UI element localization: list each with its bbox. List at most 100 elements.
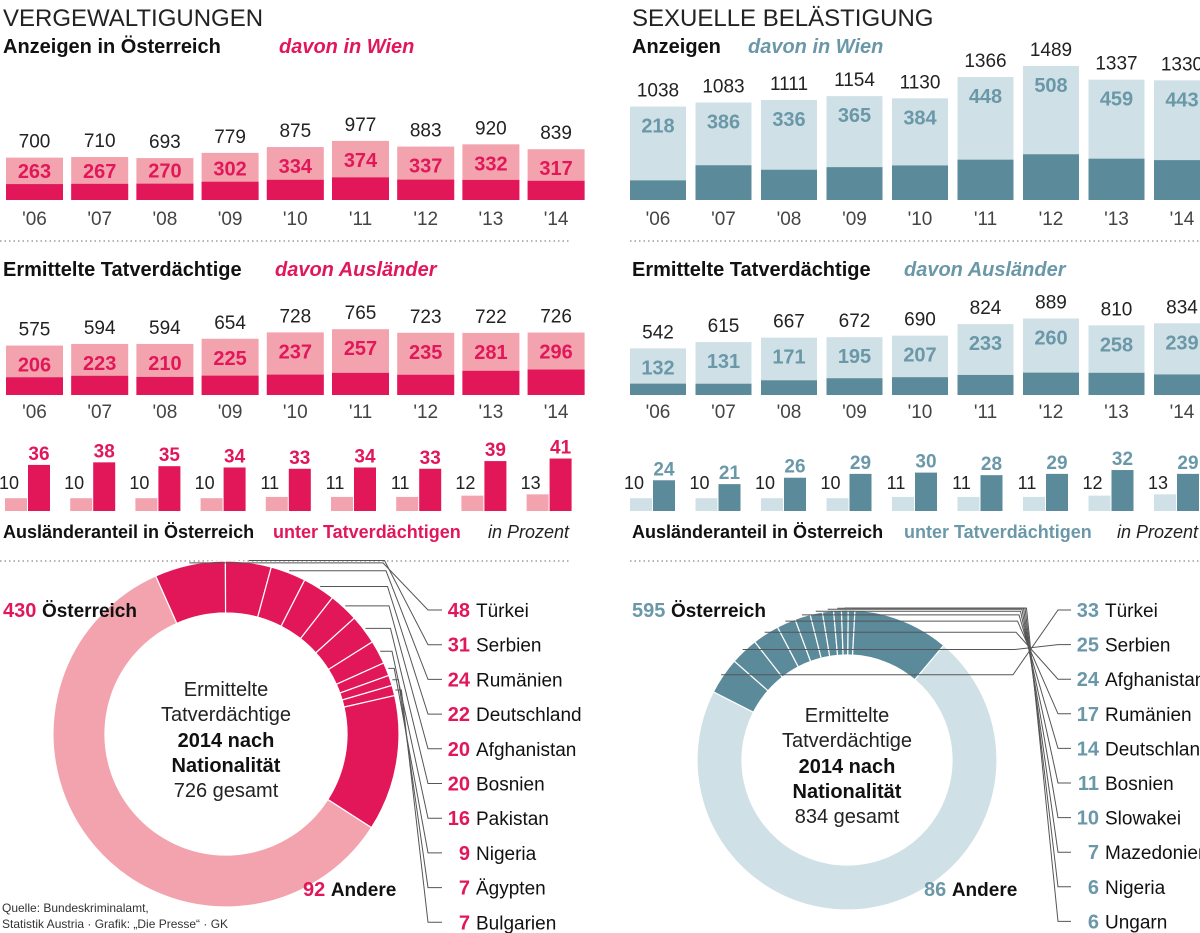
bar-share-austria [1023, 496, 1045, 511]
donut-center-line: 2014 nach [178, 730, 275, 752]
slice-value: 20 [448, 739, 470, 761]
donut-center-line: 2014 nach [799, 756, 896, 778]
slice-name: Pakistan [476, 809, 549, 830]
slice-name: Slowakei [1105, 809, 1181, 830]
year-label: '08 [777, 402, 802, 423]
bar-share-suspects [1046, 473, 1068, 511]
bar-share-austria [135, 498, 158, 511]
bar-total-label: 834 [1166, 297, 1198, 318]
slice-name: Serbien [1105, 636, 1171, 657]
slice-name: Deutschland [476, 705, 582, 726]
legend-left: Ausländeranteil in Österreich [3, 522, 254, 542]
slice-name: Serbien [476, 636, 542, 657]
panel-sexuelle-belaestigung: SEXUELLE BELÄSTIGUNG Anzeigen davon in Wie… [624, 5, 1200, 933]
bar-share-suspects [549, 458, 572, 511]
bar-sub-label: 270 [148, 161, 181, 183]
bar-sub-label: 239 [1165, 332, 1198, 354]
bar-sub-label: 237 [279, 341, 312, 363]
share-austria-label: 10 [820, 473, 840, 493]
leader-line [815, 610, 1071, 784]
slice-value: 10 [1077, 808, 1099, 830]
bar-sub [695, 165, 752, 200]
bar-share-suspects [223, 467, 246, 511]
section-subtitle: davon in Wien [748, 36, 883, 58]
year-label: '10 [283, 402, 308, 423]
bar-total-label: 1038 [637, 81, 679, 102]
leader-line [320, 585, 442, 715]
share-suspects-label: 32 [1112, 449, 1133, 470]
bar-total-label: 920 [475, 118, 507, 139]
donut-other-label: 92 Andere [303, 879, 396, 901]
leader-line [345, 605, 442, 750]
bar-sub-label: 218 [641, 116, 674, 138]
donut-center-line: Nationalität [172, 755, 281, 777]
bar-sub-label: 207 [903, 345, 936, 367]
year-label: '08 [153, 209, 178, 230]
bar-sub [826, 378, 883, 395]
bar-sub-label: 235 [409, 342, 442, 364]
share-suspects-label: 33 [420, 448, 441, 469]
year-label: '07 [87, 402, 112, 423]
year-label: '13 [479, 209, 504, 230]
bar-sub [1088, 158, 1145, 200]
leader-line [388, 667, 442, 854]
bar-section-tatverdaechtige: Ermittelte Tatverdächtige davon Ausländer… [3, 259, 585, 423]
bar-section-anzeigen: Anzeigen in Österreich davon in Wien 700 26… [0, 35, 585, 242]
donut-center-line: 834 gesamt [795, 806, 900, 828]
bar-sub-label: 206 [18, 354, 51, 376]
donut-slice-main [52, 575, 373, 908]
bar-share-suspects [718, 484, 741, 511]
year-label: '07 [711, 209, 736, 230]
slice-value: 6 [1088, 911, 1099, 933]
year-label: '14 [1170, 402, 1195, 423]
bar-total-label: 693 [149, 132, 181, 153]
share-suspects-label: 35 [159, 445, 181, 466]
bar-share-austria [695, 498, 718, 511]
slice-value: 25 [1077, 635, 1099, 657]
bar-total-label: 594 [149, 318, 181, 339]
donut-slice-main [696, 644, 998, 911]
slice-value: 11 [1078, 773, 1099, 795]
donut-other-name: Andere [952, 880, 1017, 901]
share-austria-label: 10 [689, 473, 709, 493]
year-label: '07 [87, 209, 112, 230]
panel-title: SEXUELLE BELÄSTIGUNG [632, 5, 933, 32]
bar-total-label: 1154 [834, 70, 875, 91]
donut-main-name: Österreich [42, 601, 137, 622]
bar-sub [6, 377, 63, 395]
bar-total-label: 700 [19, 132, 51, 153]
panel-title: VERGEWALTIGUNGEN [3, 5, 263, 32]
section-title: Anzeigen in Österreich [3, 35, 221, 58]
bar-sub [826, 167, 883, 200]
leader-line [785, 620, 1071, 715]
slice-value: 24 [448, 669, 471, 691]
bar-share-suspects [980, 475, 1003, 511]
slice-name: Ungarn [1105, 912, 1167, 933]
bar-sub [761, 169, 817, 200]
donut-other-label: 86 Andere [924, 879, 1017, 901]
year-label: '10 [283, 209, 308, 230]
year-label: '12 [1039, 402, 1064, 423]
share-suspects-label: 39 [485, 440, 506, 461]
slice-name: Bosnien [1105, 774, 1174, 795]
share-austria-label: 13 [521, 473, 541, 493]
legend-right: in Prozent [488, 522, 570, 542]
slice-name: Afghanistan [1105, 670, 1200, 691]
bar-total-label: 889 [1035, 293, 1067, 314]
bar-share-austria [1088, 495, 1111, 511]
slice-value: 33 [1077, 600, 1099, 622]
bar-total-label: 883 [410, 121, 442, 142]
bar-sub-label: 258 [1100, 334, 1133, 356]
leader-line [392, 679, 442, 889]
year-label: '11 [349, 209, 372, 230]
leader-line [365, 627, 442, 784]
share-austria-label: 10 [195, 473, 215, 493]
bar-total-label: 779 [214, 127, 246, 148]
share-austria-label: 11 [1018, 473, 1037, 493]
bar-sub-label: 448 [969, 86, 1002, 108]
bar-sub [1154, 160, 1200, 200]
bar-sub [761, 380, 817, 395]
bar-sub-label: 195 [838, 346, 871, 368]
year-label: '06 [646, 402, 671, 423]
